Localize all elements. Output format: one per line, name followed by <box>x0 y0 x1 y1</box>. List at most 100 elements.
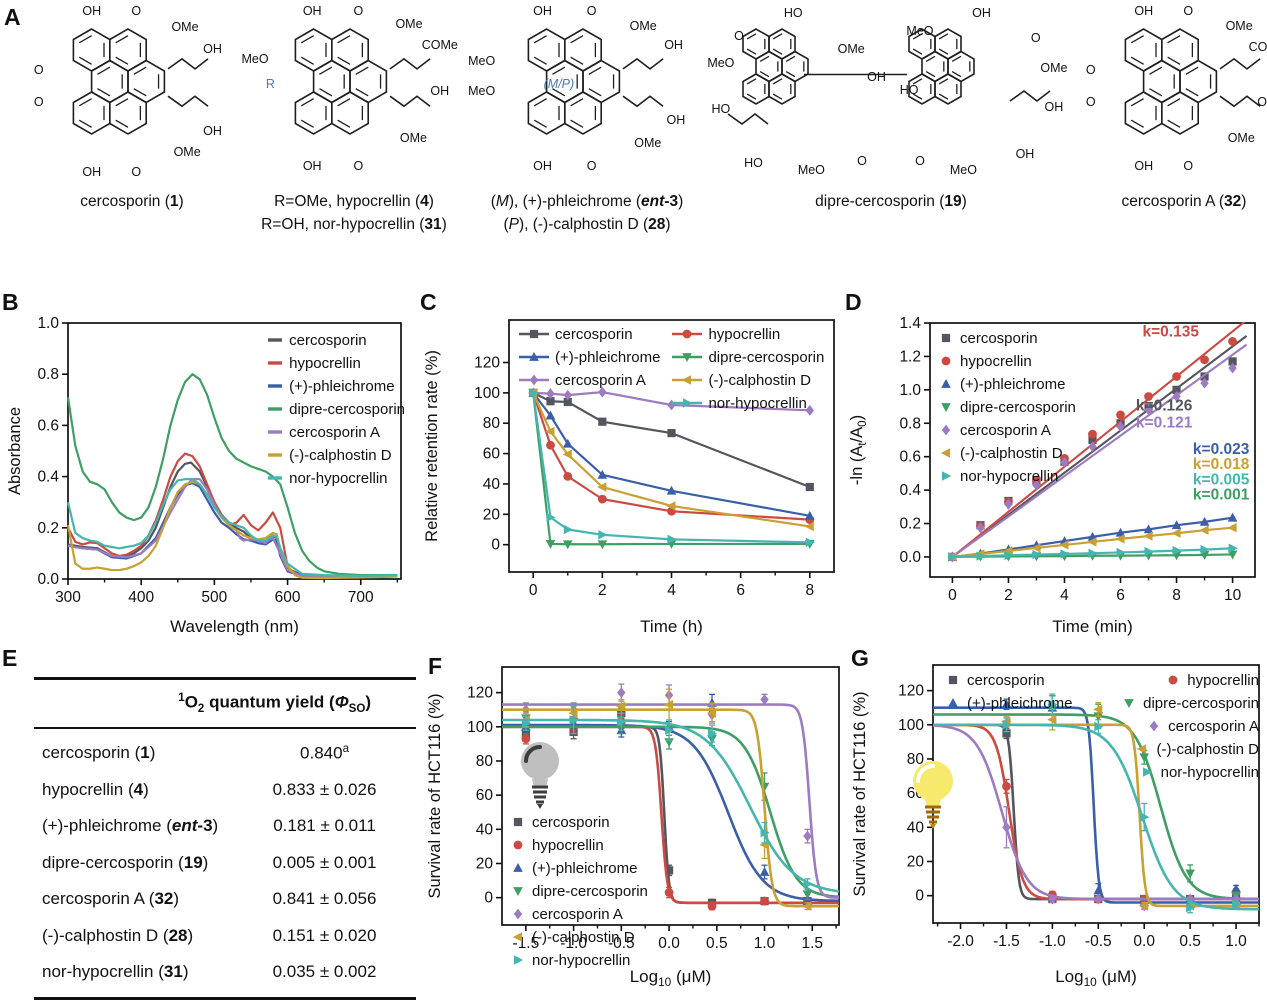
table-row-5: (-)-calphostin D (28) 0.151 ± 0.020 <box>34 918 416 955</box>
substituent-label: O <box>857 153 867 168</box>
structure-caption: cercosporin A (32) <box>1121 193 1247 210</box>
compound-name: cercosporin (1) <box>42 743 156 763</box>
substituent-label: OMe <box>1227 130 1255 145</box>
substituent-label: HO <box>744 155 763 170</box>
substituent-label: OMe <box>634 136 662 151</box>
panel-f: F -1.5 -1.0 -0.5 0.0 0.5 1.0 1.5 0 20 40 60 80 100 12… <box>420 645 845 995</box>
svg-text:100: 100 <box>898 717 924 734</box>
table-row-6: nor-hypocrellin (31) 0.035 ± 0.002 <box>34 954 416 991</box>
legend-label: dipre-cercosporin <box>960 398 1076 416</box>
substituent-label: OH <box>1015 146 1035 161</box>
quantum-yield-value: 0.151 ± 0.020 <box>272 925 377 945</box>
legend-label: cercosporin A <box>289 423 380 441</box>
svg-text:500: 500 <box>201 589 227 606</box>
svg-text:120: 120 <box>467 685 493 702</box>
svg-text:k=0.121: k=0.121 <box>1136 414 1193 431</box>
svg-text:1.0: 1.0 <box>754 935 776 952</box>
svg-text:-0.5: -0.5 <box>1085 933 1112 950</box>
legend-item-nor_hypocrellin: nor-hypocrellin <box>938 465 1076 487</box>
substituent-label: OMe <box>173 144 201 159</box>
substituent-label: O <box>131 4 142 19</box>
table-row-4: cercosporin A (32) 0.841 ± 0.056 <box>34 881 416 918</box>
structure-2: OH O OMe OH MeO MeO (M/P) OH OMe OH O (M), (+)-phle… <box>468 4 704 236</box>
legend-item-nor_hypocrellin: nor-hypocrellin <box>267 467 405 489</box>
svg-text:-0.5: -0.5 <box>608 935 635 952</box>
legend-label: (+)-phleichrome <box>532 859 638 877</box>
substituent-label: HO <box>711 102 731 117</box>
dark-toxicity-chart: -1.5 -1.0 -0.5 0.0 0.5 1.0 1.5 0 20 40 60 80 100 120 L… <box>420 645 845 1000</box>
legend-item-cercosporin_a: cercosporin A <box>1121 715 1259 737</box>
svg-text:0.4: 0.4 <box>899 482 921 499</box>
panel-e: E 1O2 quantum yield (ΦSO) cercosporin (1)… <box>0 645 420 1000</box>
legend-label: hypocrellin <box>1187 671 1259 689</box>
legend-label: cercosporin A <box>555 371 646 389</box>
substituent-label: O <box>1085 95 1096 110</box>
substituent-label: OH <box>664 38 683 53</box>
svg-text:120: 120 <box>474 355 500 372</box>
chart-canvas: -1.5 -1.0 -0.5 0.0 0.5 1.0 1.5020406080100120L… <box>426 666 840 989</box>
legend-item-calphostin_d: (-)-calphostin D <box>938 442 1076 464</box>
legend-label: (+)-phleichrome <box>289 377 395 395</box>
chart-canvas: 0 2 4 6 8 10 0.0 0.2 0.4 0.6 0.8 1.0 1.2 1.4 Time (min… <box>848 315 1256 636</box>
substituent-label: COMe <box>421 38 458 53</box>
substituent-label: HO <box>899 82 919 97</box>
svg-text:1.5: 1.5 <box>801 935 823 952</box>
svg-text:1.0: 1.0 <box>37 315 59 332</box>
svg-text:0.6: 0.6 <box>899 449 921 466</box>
svg-text:20: 20 <box>483 506 501 523</box>
svg-text:k=0.126: k=0.126 <box>1136 398 1193 415</box>
svg-text:2: 2 <box>598 582 607 599</box>
substituent-label: OH <box>203 123 222 138</box>
substituent-label: OMe <box>395 16 423 31</box>
substituent-label: O <box>131 164 142 179</box>
legend-label: nor-hypocrellin <box>289 469 388 487</box>
svg-text:80: 80 <box>483 415 501 432</box>
svg-text:Time (h): Time (h) <box>640 617 703 636</box>
svg-text:Relative retention rate (%): Relative retention rate (%) <box>423 350 441 542</box>
svg-text:0.5: 0.5 <box>706 935 728 952</box>
panel-d-label: D <box>845 289 862 315</box>
svg-text:k=0.005: k=0.005 <box>1193 471 1250 488</box>
chart-legend: cercosporin hypocrellin (+)-phleichrome dip… <box>267 329 405 489</box>
legend-label: nor-hypocrellin <box>708 394 807 412</box>
svg-text:40: 40 <box>907 819 925 836</box>
legend-item-hypocrellin: hypocrellin <box>1121 669 1259 691</box>
chart-canvas: 300 400 500 600 700 0.0 0.2 0.4 0.6 0.8 1.0 Wavelen… <box>6 315 402 636</box>
substituent-label: O <box>1183 159 1194 174</box>
legend-label: nor-hypocrellin <box>532 951 631 969</box>
svg-text:0.8: 0.8 <box>37 366 59 383</box>
svg-text:40: 40 <box>476 821 494 838</box>
svg-text:1.4: 1.4 <box>899 315 921 332</box>
legend-item-nor_hypocrellin: nor-hypocrellin <box>510 949 648 971</box>
substituent-label: O <box>353 4 364 19</box>
compound-name: (+)-phleichrome (ent-3) <box>42 816 219 836</box>
svg-text:20: 20 <box>476 855 494 872</box>
quantum-yield-value: 0.035 ± 0.002 <box>272 962 377 982</box>
substituent-label: O <box>33 63 44 78</box>
substituent-label: (M/P) <box>543 77 575 92</box>
svg-text:0.0: 0.0 <box>1133 933 1155 950</box>
svg-text:-1.0: -1.0 <box>560 935 587 952</box>
legend-item-hypocrellin: hypocrellin <box>510 834 648 856</box>
table-row-1: hypocrellin (4) 0.833 ± 0.026 <box>34 772 416 809</box>
legend-label: cercosporin A <box>960 421 1051 439</box>
svg-text:700: 700 <box>348 589 374 606</box>
legend-label: (-)-calphostin D <box>532 928 635 946</box>
quantum-yield-value: 0.005 ± 0.001 <box>272 852 377 872</box>
substituent-label: OMe <box>1040 61 1068 76</box>
svg-text:4: 4 <box>667 582 676 599</box>
panel-c: C 0 2 4 6 8 0 20 40 60 80 100 120 Time (h) Relative r… <box>415 287 840 645</box>
quantum-yield-value: 0.833 ± 0.026 <box>272 779 377 799</box>
svg-text:10: 10 <box>1224 587 1242 604</box>
svg-text:20: 20 <box>907 853 925 870</box>
substituent-label: O <box>586 159 597 174</box>
svg-text:0.2: 0.2 <box>37 520 59 537</box>
legend-label: cercosporin <box>532 813 610 831</box>
chart-legend: cercosporin (+)-phleichrome cercosporin A h… <box>519 323 824 414</box>
svg-text:Absorbance: Absorbance <box>6 407 24 495</box>
retention-chart: 0 2 4 6 8 0 20 40 60 80 100 120 Time (h) Relative ret… <box>415 287 840 650</box>
panel-b: B 300 400 500 600 700 0.0 0.2 0.4 0.6 0.8 1.0 Wavel… <box>0 287 415 645</box>
quantum-yield-table: 1O2 quantum yield (ΦSO) cercosporin (1) 0.… <box>34 677 416 1000</box>
svg-text:8: 8 <box>1172 587 1181 604</box>
